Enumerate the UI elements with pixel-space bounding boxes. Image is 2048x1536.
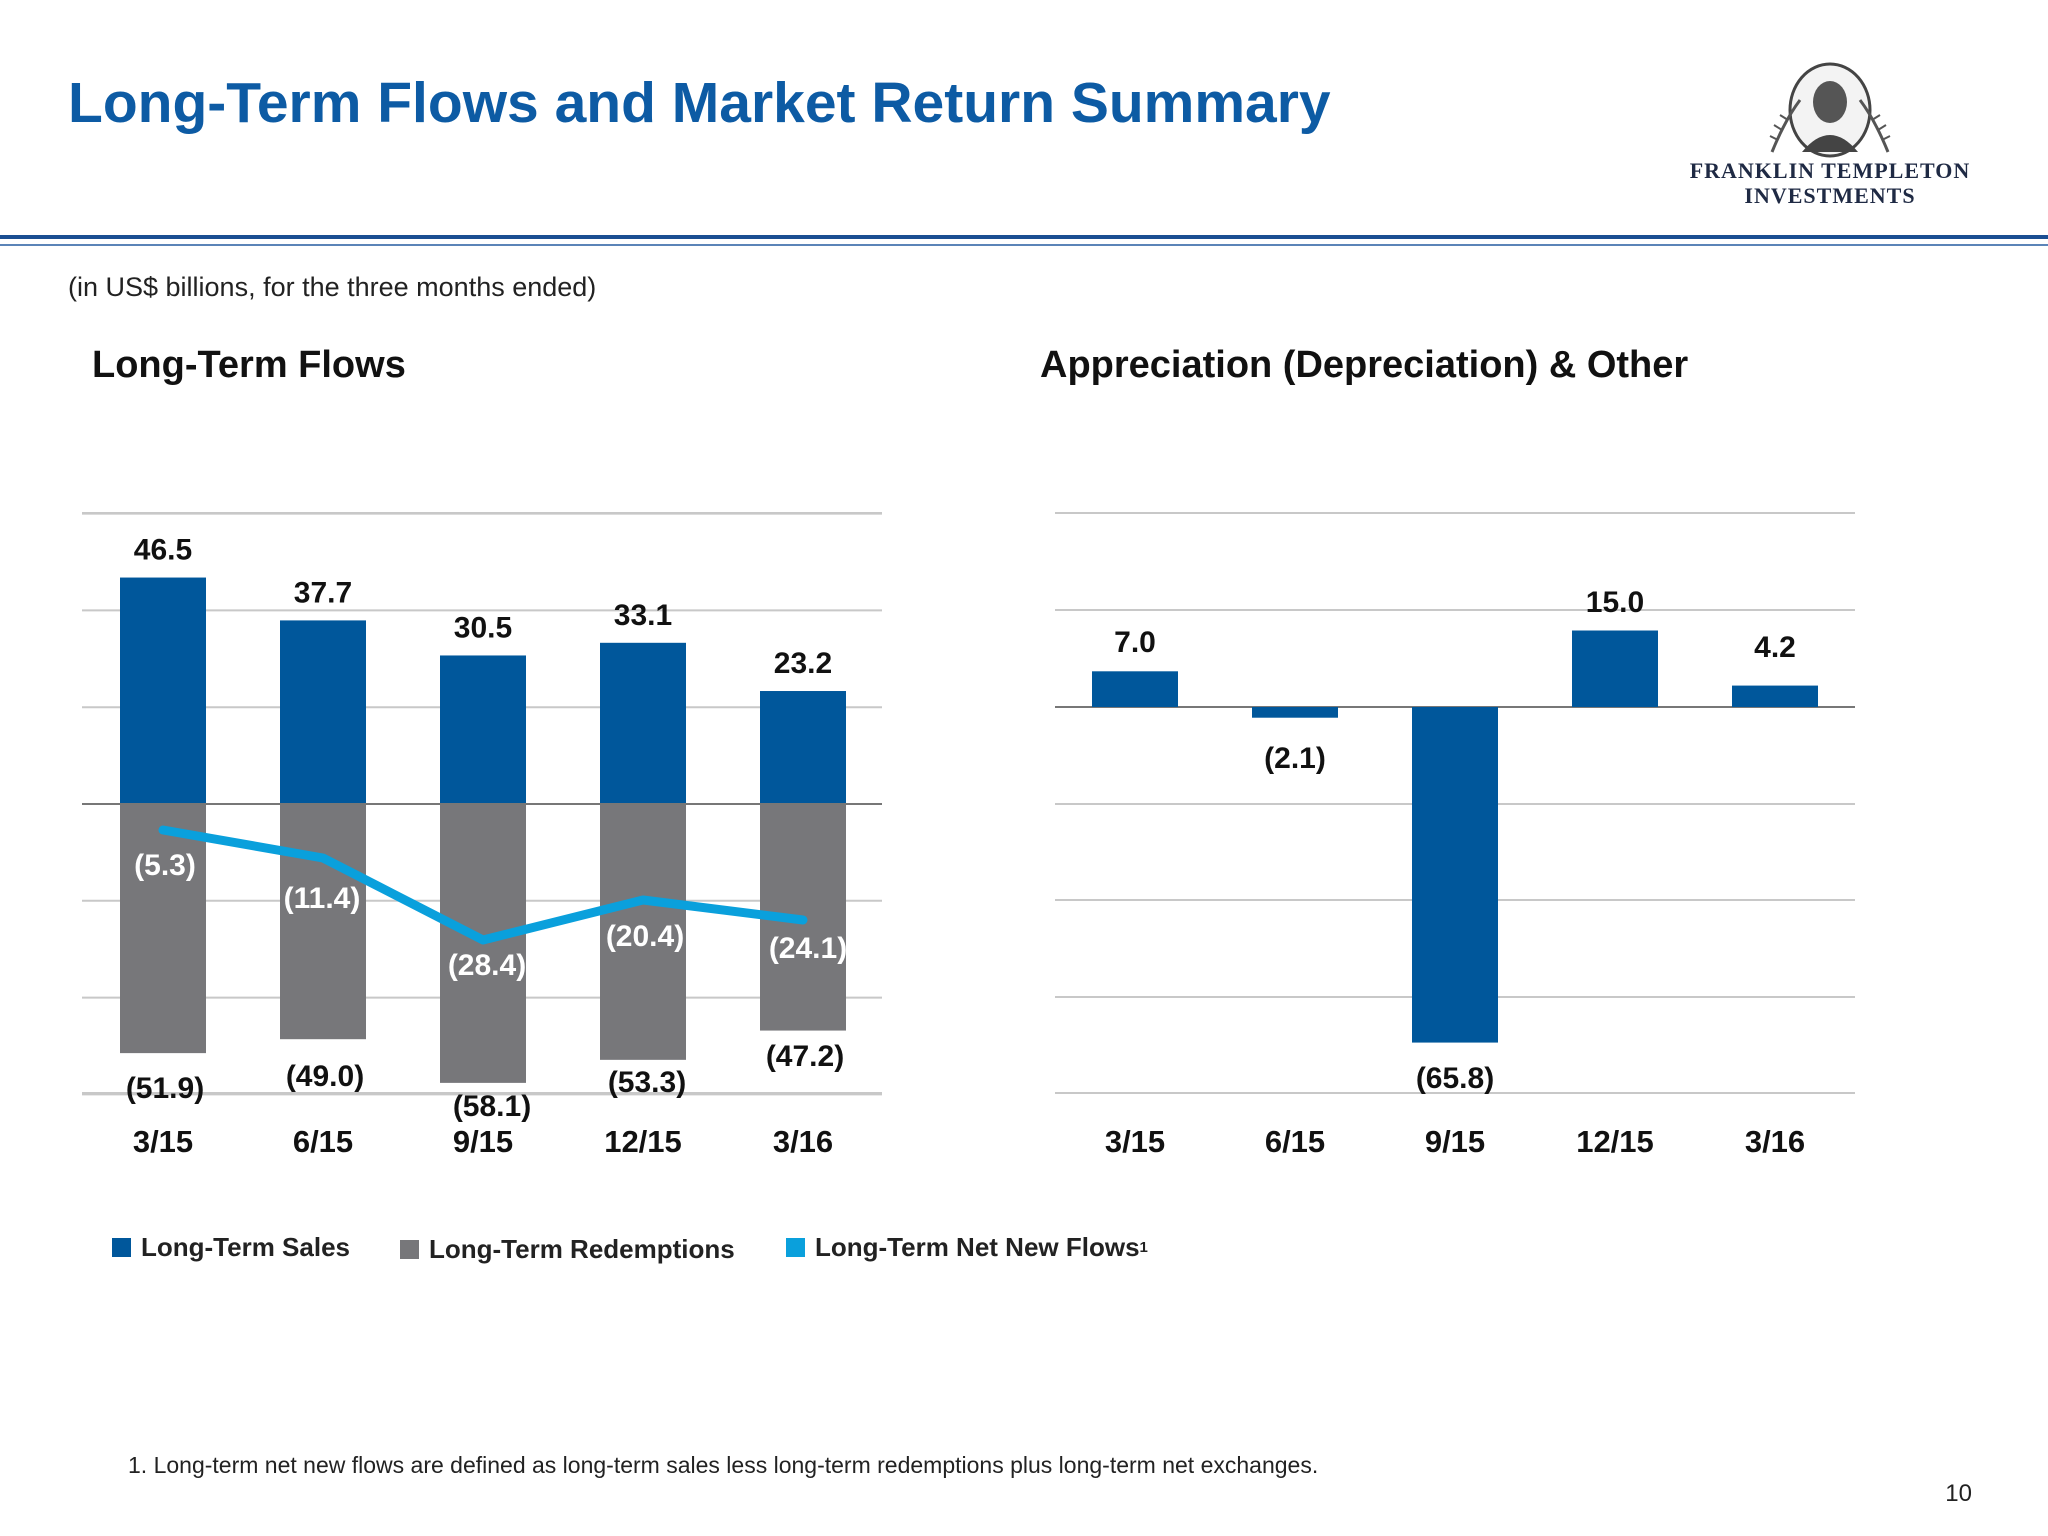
net-flows-value-label: (11.4) (284, 882, 361, 915)
redemptions-bar (600, 804, 686, 1060)
legend-item-sales: Long-Term Sales (112, 1232, 350, 1263)
x-tick-label: 3/15 (133, 1124, 193, 1159)
x-tick-label: 9/15 (1425, 1124, 1485, 1159)
x-tick-label: 12/15 (1576, 1124, 1654, 1159)
sales-value-label: 37.7 (294, 576, 352, 609)
sales-bar (120, 577, 206, 804)
legend-label-net-flows: Long-Term Net New Flows (815, 1232, 1140, 1262)
units-subtitle: (in US$ billions, for the three months e… (68, 272, 597, 302)
redemptions-value-label: (51.9) (126, 1072, 204, 1105)
footnote: 1. Long-term net new flows are defined a… (128, 1452, 1319, 1478)
redemptions-bar (280, 804, 366, 1040)
appreciation-value-label: (65.8) (1416, 1062, 1494, 1095)
header-rule-thin (0, 244, 2048, 246)
appreciation-bar (1412, 707, 1498, 1043)
net-flows-value-label: (28.4) (448, 949, 526, 982)
appreciation-title: Appreciation (Depreciation) & Other (1040, 344, 1689, 386)
sales-value-label: 46.5 (134, 534, 192, 567)
long-term-flows-title: Long-Term Flows (92, 344, 406, 386)
redemptions-value-label: (49.0) (286, 1060, 364, 1093)
redemptions-value-label: (47.2) (766, 1040, 844, 1073)
sales-bar (760, 691, 846, 804)
legend-swatch-net-flows (786, 1238, 805, 1257)
header-rule-thick (0, 235, 2048, 239)
appreciation-bar (1252, 707, 1338, 718)
sales-bar (280, 620, 366, 804)
net-flows-value-label: (24.1) (769, 932, 847, 965)
legend-swatch-redemptions (400, 1240, 419, 1259)
sales-value-label: 30.5 (454, 611, 512, 644)
appreciation-bar (1092, 671, 1178, 707)
net-flows-value-label: (5.3) (134, 849, 196, 882)
sales-value-label: 23.2 (774, 647, 832, 680)
legend-label-sales: Long-Term Sales (141, 1232, 351, 1262)
appreciation-value-label: 4.2 (1754, 631, 1796, 664)
logo-line-1: FRANKLIN TEMPLETON (1689, 158, 1971, 183)
legend-footnote-marker: 1 (1139, 1239, 1148, 1256)
appreciation-value-label: 7.0 (1114, 626, 1156, 659)
long-term-flows-chart: 46.5 (51.9) 3/15 37.7 (49.0) 6/15 30.5 (58.1)9/… (82, 512, 882, 1159)
sales-bar (600, 642, 686, 804)
legend-item-redemptions: Long-Term Redemptions (400, 1234, 735, 1265)
legend-item-net-flows: Long-Term Net New Flows 1 (786, 1232, 1148, 1263)
appreciation-bar (1572, 630, 1658, 707)
legend-swatch-sales (112, 1238, 131, 1257)
net-flows-value-label: (20.4) (606, 920, 684, 953)
x-tick-label: 3/15 (1105, 1124, 1165, 1159)
page-title: Long-Term Flows and Market Return Summar… (68, 71, 1331, 135)
redemptions-value-label: (58.1) (453, 1090, 531, 1123)
legend-label-redemptions: Long-Term Redemptions (429, 1234, 735, 1264)
x-tick-label: 9/15 (453, 1124, 513, 1159)
portrait-seal-icon (1769, 62, 1891, 158)
redemptions-bar (120, 804, 206, 1054)
x-tick-label: 6/15 (1265, 1124, 1325, 1159)
logo-line-2: INVESTMENTS (1744, 183, 1916, 208)
appreciation-bar (1732, 685, 1818, 707)
appreciation-value-label: 15.0 (1586, 586, 1644, 619)
x-tick-label: 12/15 (604, 1124, 682, 1159)
sales-value-label: 33.1 (614, 599, 672, 632)
appreciation-chart: 7.0 3/15 (2.1) 6/15 (65.8) 9/15 15.0 12/15 4.2 3/… (1055, 512, 1855, 1159)
appreciation-value-label: (2.1) (1264, 742, 1326, 775)
redemptions-value-label: (53.3) (608, 1066, 686, 1099)
x-tick-label: 3/16 (1745, 1124, 1805, 1159)
x-tick-label: 6/15 (293, 1124, 353, 1159)
x-tick-label: 3/16 (773, 1124, 833, 1159)
page-number: 10 (1945, 1480, 1972, 1507)
sales-bar (440, 655, 526, 804)
franklin-templeton-logo: FRANKLIN TEMPLETON INVESTMENTS (1660, 60, 2000, 220)
net-flows-line (158, 825, 808, 945)
